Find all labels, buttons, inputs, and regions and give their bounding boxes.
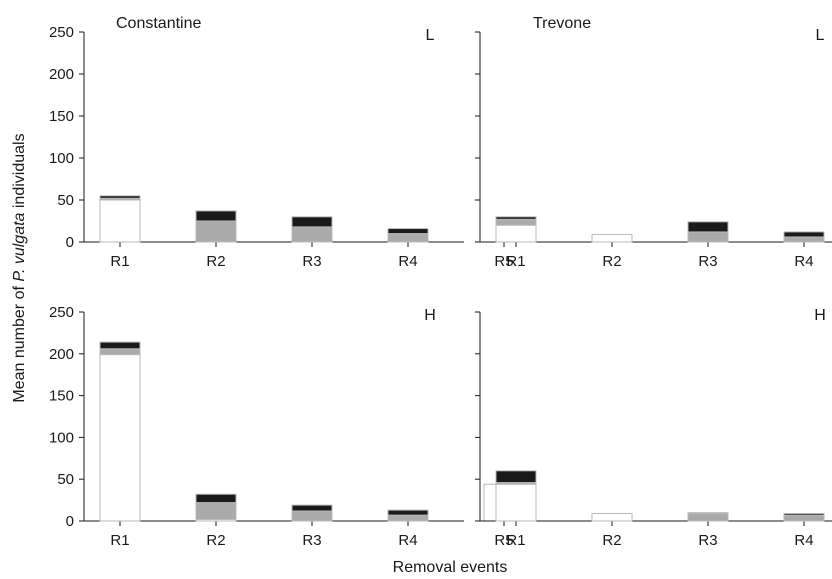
y-tick-label: 250	[49, 24, 74, 41]
chart-panel-3: 0 50 100 150 200 250 R1 R2 R3 R4 R5 H	[49, 304, 525, 549]
bar-r4-segment-2	[783, 514, 825, 522]
y-tick-label: 0	[66, 234, 74, 251]
y-axis-title-suffix: individuals	[11, 133, 28, 212]
x-tick-label: R2	[206, 532, 225, 549]
x-tick-label: R2	[602, 532, 621, 549]
bar-r2-segment-2	[195, 220, 237, 243]
y-tick-label: 250	[49, 304, 74, 321]
x-axis-title: Removal events	[393, 559, 508, 576]
y-tick-label: 50	[57, 192, 74, 209]
bar-r4-segment-2	[783, 236, 825, 243]
bar-r2-segment-1	[591, 233, 633, 243]
bar-r3-segment-2	[291, 510, 333, 522]
y-tick-label: 0	[66, 513, 74, 530]
x-tick-label: R4	[794, 253, 813, 270]
y-tick-label: 100	[49, 150, 74, 167]
x-tick-label: R4	[794, 532, 813, 549]
bar-r3-segment-3	[687, 512, 729, 514]
bar-r2-segment-2	[195, 502, 237, 520]
chart-panel-1: 0 50 100 150 200 250 R1 R2 R3 R4 R5 Constantine L	[49, 15, 514, 270]
bar-r1-segment-3	[495, 216, 537, 220]
x-tick-label: R5	[494, 253, 513, 270]
x-tick-label: R1	[506, 532, 525, 549]
x-tick-label: R3	[698, 532, 717, 549]
bar-r2-segment-3	[195, 210, 237, 222]
y-tick-label: 100	[49, 429, 74, 446]
y-axis-title: Mean number of P. vulgata individuals	[11, 133, 28, 402]
x-tick-label: R2	[206, 253, 225, 270]
bar-r1-segment-1	[495, 483, 537, 522]
bar-r1-segment-3	[99, 195, 141, 199]
y-axis-title-prefix: Mean number of	[11, 282, 28, 403]
x-tick-label: R1	[110, 253, 129, 270]
x-tick-label: R1	[110, 532, 129, 549]
bar-r4-segment-3	[783, 231, 825, 238]
panel-letter: L	[426, 27, 435, 44]
bar-r3-segment-3	[687, 221, 729, 233]
bar-r4-segment-2	[387, 233, 429, 243]
bar-r1-segment-3	[495, 470, 537, 484]
x-tick-label: R3	[302, 532, 321, 549]
bar-r2-segment-3	[195, 493, 237, 504]
panel-letter: H	[424, 307, 436, 324]
chart-panel-4: R1 R2 R3 R4 R5 H	[475, 307, 832, 549]
bar-r3-segment-2	[291, 226, 333, 243]
y-tick-label: 200	[49, 346, 74, 363]
chart-panel-2: R1 R2 R3 R4 R5 Trevone L	[475, 15, 832, 270]
bar-r4-segment-3	[387, 228, 429, 235]
bar-r1-segment-2	[99, 348, 141, 356]
bar-r4-segment-3	[387, 509, 429, 516]
bar-r1-segment-1	[99, 354, 141, 522]
x-tick-label: R4	[398, 253, 417, 270]
bar-r2-segment-1	[591, 512, 633, 522]
bar-r3-segment-3	[291, 216, 333, 228]
bar-r1-segment-1	[99, 199, 141, 243]
x-tick-label: R2	[602, 253, 621, 270]
y-axis-title-species: P. vulgata	[11, 212, 28, 281]
bar-r4-segment-3	[783, 512, 825, 516]
x-tick-label: R3	[302, 253, 321, 270]
x-tick-label: R1	[506, 253, 525, 270]
y-tick-label: 50	[57, 471, 74, 488]
x-tick-label: R3	[698, 253, 717, 270]
bar-r3-segment-2	[687, 512, 729, 522]
y-tick-label: 150	[49, 108, 74, 125]
panel-title: Trevone	[533, 15, 591, 32]
bar-r1-segment-1	[495, 224, 537, 243]
panel-letter: H	[814, 307, 826, 324]
bar-r3-segment-3	[291, 504, 333, 512]
panel-title: Constantine	[116, 15, 201, 32]
panel-letter: L	[816, 27, 825, 44]
x-tick-label: R4	[398, 532, 417, 549]
x-tick-label: R5	[494, 532, 513, 549]
bar-r3-segment-2	[687, 231, 729, 243]
y-tick-label: 200	[49, 66, 74, 83]
bar-r4-segment-2	[387, 514, 429, 522]
bar-r1-segment-2	[495, 218, 537, 226]
y-tick-label: 150	[49, 388, 74, 405]
bar-r1-segment-3	[99, 341, 141, 350]
